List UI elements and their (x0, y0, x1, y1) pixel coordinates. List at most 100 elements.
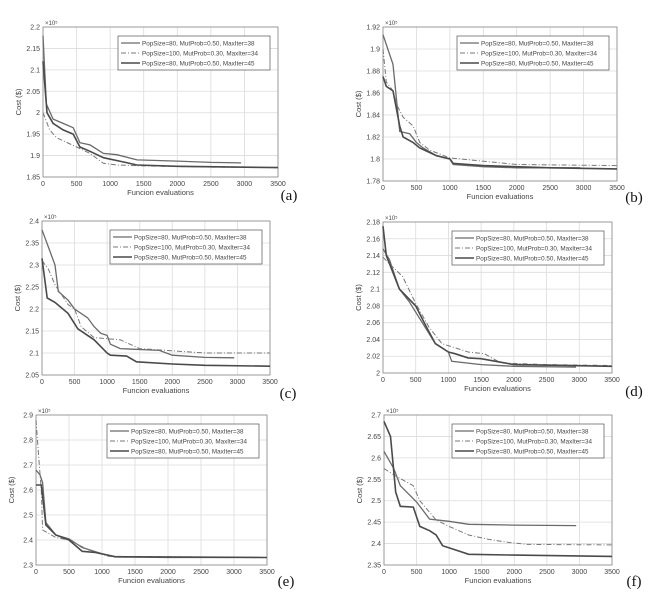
x-tick-label: 2000 (169, 181, 185, 188)
panel-label: (d) (625, 384, 643, 400)
x-tick-label: 2000 (160, 569, 176, 576)
y-axis-label: Cost ($) (354, 90, 363, 117)
legend-box (456, 35, 610, 71)
y-tick-label: 1.85 (26, 175, 40, 182)
x-tick-label: 1500 (473, 377, 489, 384)
x-tick-label: 3000 (226, 569, 242, 576)
y-tick-label: 2.15 (26, 46, 40, 53)
x-tick-label: 2000 (506, 569, 522, 576)
y-tick-label: 2.04 (366, 337, 380, 344)
y-tick-label: 2.4 (371, 541, 381, 548)
axes-frame (42, 26, 279, 178)
series-line (383, 468, 613, 546)
y-tick-label: 2.3 (23, 563, 33, 570)
chart-panel: 2.35 2.4 2.45 2.5 2.55 2.6 2.65 2.7 0 500 1000 1500… (355, 408, 642, 590)
panel-label: (e) (278, 574, 295, 590)
series-line (42, 61, 279, 169)
series-line (42, 112, 279, 169)
chart-panel: 2.05 2.1 2.15 2.2 2.25 2.3 2.35 2.4 0 500 1000 1500… (13, 214, 296, 402)
y-tick-label: 2 (36, 110, 40, 117)
legend-entry: PopSize=100, MutProb=0.30, MaxIter=34 (131, 438, 248, 445)
axes-frame (383, 414, 613, 566)
y-tick-label: 2.4 (29, 219, 39, 226)
legend-entry: PopSize=80, MutProb=0.50, MaxIter=45 (476, 448, 589, 455)
y-tick-label: 2.06 (366, 320, 380, 327)
legend: PopSize=80, MutProb=0.50, MaxIter=38 PopS… (106, 423, 260, 459)
y-tick-label: 2.1 (30, 67, 40, 74)
y-tick-label: 2.35 (25, 241, 39, 248)
y-tick-label: 2.1 (370, 287, 380, 294)
y-tick-label: 2.5 (371, 498, 381, 505)
y-tick-label: 1.92 (366, 25, 380, 32)
axes-frame (382, 221, 613, 374)
legend-entry: PopSize=80, MutProb=0.50, MaxIter=45 (481, 60, 594, 67)
y-tick-label: 2.05 (26, 89, 40, 96)
x-tick-label: 0 (41, 181, 45, 188)
x-axis-label: Funcion evaluations (464, 384, 531, 393)
y-tick-label: 2.6 (23, 488, 33, 495)
y-tick-label: 2.3 (29, 263, 39, 270)
y-tick-label: 2.9 (23, 413, 33, 420)
x-tick-label: 2500 (542, 185, 558, 192)
x-tick-label: 3000 (576, 185, 592, 192)
legend: PopSize=80, MutProb=0.50, MaxIter=38 PopS… (109, 229, 263, 265)
panel-label: (b) (625, 190, 643, 206)
y-tick-label: 2.12 (366, 270, 380, 277)
y-tick-label: 1.82 (366, 135, 380, 142)
y-tick-label: 2.5 (23, 513, 33, 520)
legend-entry: PopSize=80, MutProb=0.50, MaxIter=38 (481, 40, 594, 47)
legend-entry: PopSize=100, MutProb=0.30, MaxIter=34 (142, 50, 259, 57)
legend-entry: PopSize=80, MutProb=0.50, MaxIter=38 (476, 235, 589, 242)
x-tick-label: 1000 (441, 569, 457, 576)
x-tick-label: 0 (381, 377, 385, 384)
x-tick-label: 2500 (203, 181, 219, 188)
legend-entry: PopSize=100, MutProb=0.30, MaxIter=34 (476, 245, 593, 252)
x-tick-label: 500 (71, 181, 83, 188)
x-tick-label: 2500 (539, 377, 555, 384)
x-axis-label: Funcion evaluations (127, 188, 194, 197)
y-tick-label: 2.05 (25, 373, 39, 380)
x-tick-label: 1000 (442, 185, 458, 192)
legend-entry: PopSize=80, MutProb=0.50, MaxIter=38 (134, 234, 247, 241)
x-tick-label: 1500 (127, 569, 143, 576)
x-tick-label: 3000 (571, 377, 587, 384)
legend-entry: PopSize=80, MutProb=0.50, MaxIter=38 (142, 40, 255, 47)
chart-panel: 1.78 1.8 1.82 1.84 1.86 1.88 1.9 1.92 0 500 1000 15… (354, 20, 643, 206)
y-axis-label: Cost ($) (13, 284, 22, 311)
legend-entry: PopSize=80, MutProb=0.50, MaxIter=45 (142, 60, 255, 67)
y-tick-label: 1.84 (366, 113, 380, 120)
y-exponent: ×10⁵ (45, 20, 58, 27)
y-tick-label: 1.95 (26, 132, 40, 139)
y-tick-label: 2.7 (23, 463, 33, 470)
y-tick-label: 1.88 (366, 69, 380, 76)
series-line (41, 260, 270, 354)
y-tick-label: 1.78 (366, 179, 380, 186)
y-tick-label: 2.1 (29, 351, 39, 358)
x-tick-label: 3000 (572, 569, 588, 576)
panel-label: (c) (280, 386, 297, 402)
x-tick-label: 500 (411, 185, 423, 192)
x-tick-label: 1000 (99, 379, 115, 386)
x-tick-label: 3500 (270, 181, 286, 188)
y-exponent: ×10⁵ (385, 215, 398, 222)
x-tick-label: 2500 (197, 379, 213, 386)
x-tick-label: 1000 (441, 377, 457, 384)
axes-frame (382, 26, 618, 182)
y-tick-label: 2.2 (29, 307, 39, 314)
series-line (382, 256, 613, 366)
panel-label: (f) (627, 574, 642, 590)
x-tick-label: 1500 (136, 181, 152, 188)
y-tick-label: 2.02 (366, 354, 380, 361)
y-tick-label: 1.9 (370, 47, 380, 54)
legend-entry: PopSize=100, MutProb=0.30, MaxIter=34 (476, 438, 593, 445)
x-axis-label: Funcion evaluations (465, 576, 532, 585)
legend-entry: PopSize=80, MutProb=0.50, MaxIter=45 (134, 254, 247, 261)
legend-box (117, 35, 271, 71)
y-tick-label: 2 (376, 371, 380, 378)
x-axis-label: Funcion evaluations (467, 192, 534, 201)
legend-box (451, 423, 605, 459)
x-tick-label: 0 (381, 185, 385, 192)
y-tick-label: 2.8 (23, 438, 33, 445)
series-line (382, 226, 613, 368)
